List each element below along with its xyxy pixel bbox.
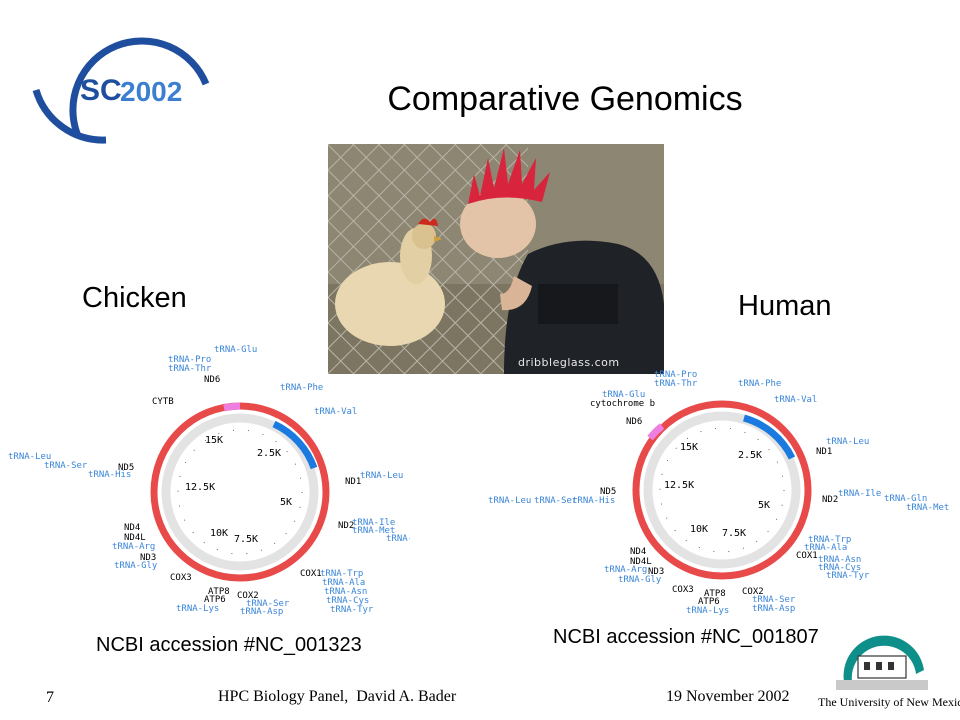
human-trna-lys: tRNA-Lys — [686, 606, 729, 616]
chicken-trna-glu: tRNA-Glu — [214, 345, 257, 355]
human-trna-glu: tRNA-Glu — [602, 390, 645, 400]
human-trna-gly: tRNA-Gly — [618, 575, 662, 585]
chicken-gene-nd4: ND4 — [124, 523, 140, 533]
chicken-trna-ile: tRNA-Ile — [352, 518, 395, 528]
human-trna-ala: tRNA-Ala — [804, 543, 847, 553]
human-label: Human — [738, 290, 832, 322]
human-trna-gln: tRNA-Gln — [884, 494, 927, 504]
chicken-scale-5k: 5K — [280, 497, 292, 508]
human-scale-12.5k: 12.5K — [664, 480, 694, 491]
university-name: The University of New Mexico — [818, 695, 960, 709]
human-trna-pro: tRNA-Pro — [654, 370, 697, 380]
chicken-gene-nd1: ND1 — [345, 477, 361, 487]
human-trna-val: tRNA-Val — [774, 395, 817, 405]
chicken-trna-cys: tRNA-Cys — [326, 596, 369, 606]
human-gene-nd5: ND5 — [600, 487, 616, 497]
chicken-trna-met: tRNA-Met — [352, 526, 395, 536]
human-scale-5k: 5K — [758, 500, 770, 511]
human-trna-phe: tRNA-Phe — [738, 379, 781, 389]
chicken-trna-ala: tRNA-Ala — [322, 578, 365, 588]
chicken-trna-trp: tRNA-Trp — [320, 569, 363, 579]
human-scale-7.5k: 7.5K — [722, 528, 746, 539]
human-trna-asp: tRNA-Asp — [752, 604, 795, 614]
chicken-trna-ser: tRNA-Ser — [44, 461, 88, 471]
chicken-trna-leu: tRNA-Leu — [8, 452, 51, 462]
chicken-trna-val: tRNA-Val — [314, 407, 357, 417]
human-trna-ile: tRNA-Ile — [838, 489, 881, 499]
photo-watermark: dribbleglass.com — [518, 356, 620, 369]
human-trna-leu2: tRNA-Leu — [488, 496, 531, 506]
human-gene-nd2: ND2 — [822, 495, 838, 505]
human-scale-2.5k: 2.5K — [738, 450, 762, 461]
chicken-trna-ser2: tRNA-Ser — [246, 599, 290, 609]
human-gene-cytochrome-b: cytochrome b — [590, 399, 655, 409]
chicken-gene-nd5: ND5 — [118, 463, 134, 473]
chicken-scale-12.5k: 12.5K — [185, 482, 215, 493]
human-gene-nd6: ND6 — [626, 417, 642, 427]
human-accession: NCBI accession #NC_001807 — [553, 626, 819, 648]
chicken-gene-nd4l: ND4L — [124, 533, 146, 543]
chicken-gene-atp8: ATP8 — [208, 587, 230, 597]
chicken-trna-his: tRNA-His — [88, 470, 131, 480]
human-genome-map: 15K 2.5K 12.5K 5K 10K 7.5K cytochrome b … — [486, 366, 956, 616]
chicken-trna-gln: tRNA-Gln — [386, 534, 410, 544]
human-gene-atp8: ATP8 — [704, 589, 726, 599]
chicken-gene-nd3: ND3 — [140, 553, 156, 563]
footer-date: 19 November 2002 — [666, 688, 790, 705]
logo-text-year: 2002 — [120, 76, 183, 107]
human-gene-nd4: ND4 — [630, 547, 646, 557]
sc2002-logo: SC 2002 — [28, 28, 218, 148]
chicken-trna-asp: tRNA-Asp — [240, 607, 283, 617]
chicken-gene-cox3: COX3 — [170, 573, 192, 583]
human-trna-trp: tRNA-Trp — [808, 535, 851, 545]
human-gene-nd4l: ND4L — [630, 557, 652, 567]
chicken-accession: NCBI accession #NC_001323 — [96, 634, 362, 656]
human-scale-10k: 10K — [690, 524, 708, 535]
human-trna-arg: tRNA-Arg — [604, 565, 647, 575]
page-title: Comparative Genomics — [387, 80, 743, 118]
chicken-label: Chicken — [82, 282, 187, 314]
chicken-genome-map: 15K 2.5K 12.5K 5K 10K 7.5K CYTB ND6 ND5 … — [0, 340, 429, 620]
chicken-gene-cytb: CYTB — [152, 397, 174, 407]
human-trna-leu: tRNA-Leu — [826, 437, 869, 447]
human-trna-asn: tRNA-Asn — [818, 555, 861, 565]
human-gene-nd1: ND1 — [816, 447, 832, 457]
chicken-scale-15k: 15K — [205, 435, 223, 446]
human-trna-ser: tRNA-Ser — [534, 496, 578, 506]
chicken-gene-cox1: COX1 — [300, 569, 322, 579]
chicken-trna-asn: tRNA-Asn — [324, 587, 367, 597]
human-trna-thr: tRNA-Thr — [654, 379, 698, 389]
chicken-trna-arg: tRNA-Arg — [112, 542, 155, 552]
page-number: 7 — [46, 689, 54, 706]
human-gene-cox3: COX3 — [672, 585, 694, 595]
chicken-trna-thr: tRNA-Thr — [168, 364, 212, 374]
human-gene-nd3: ND3 — [648, 567, 664, 577]
chicken-gene-cox2: COX2 — [237, 591, 259, 601]
unm-logo — [836, 630, 928, 692]
chicken-trna-lys: tRNA-Lys — [176, 604, 219, 614]
chicken-trna-leu2: tRNA-Leu — [360, 471, 403, 481]
human-trna-his: tRNA-His — [572, 496, 615, 506]
chicken-gene-atp6: ATP6 — [204, 595, 226, 605]
human-gene-cox2: COX2 — [742, 587, 764, 597]
chicken-trna-tyr: tRNA-Tyr — [330, 605, 374, 615]
human-trna-cys: tRNA-Cys — [818, 563, 861, 573]
punk-chicken-photo: dribbleglass.com — [328, 144, 664, 374]
chicken-gene-nd6: ND6 — [204, 375, 220, 385]
human-trna-met: tRNA-Met — [906, 503, 949, 513]
chicken-trna-pro: tRNA-Pro — [168, 355, 211, 365]
chicken-gene-nd2: ND2 — [338, 521, 354, 531]
chicken-trna-gly: tRNA-Gly — [114, 561, 158, 571]
chicken-trna-phe: tRNA-Phe — [280, 383, 323, 393]
human-trna-tyr: tRNA-Tyr — [826, 571, 870, 581]
chicken-scale-2.5k: 2.5K — [257, 448, 281, 459]
human-gene-atp6: ATP6 — [698, 597, 720, 607]
chicken-scale-10k: 10K — [210, 528, 228, 539]
chicken-scale-7.5k: 7.5K — [234, 534, 258, 545]
footer-center: HPC Biology Panel, David A. Bader — [218, 688, 457, 705]
logo-text-sc: SC — [80, 74, 122, 107]
human-scale-15k: 15K — [680, 442, 698, 453]
human-gene-cox1: COX1 — [796, 551, 818, 561]
human-trna-ser2: tRNA-Ser — [752, 595, 796, 605]
